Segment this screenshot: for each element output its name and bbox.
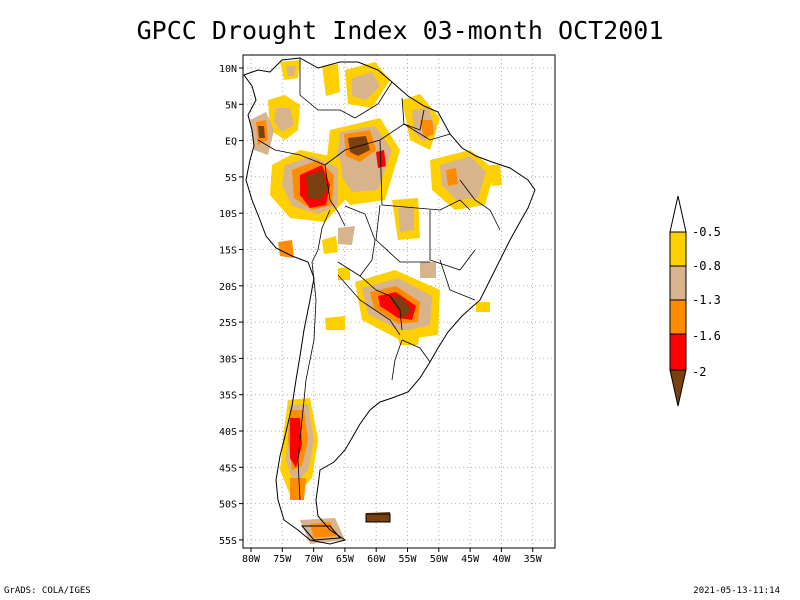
lon-tick-label: 60W — [367, 554, 386, 565]
continent-outline — [243, 57, 536, 545]
colorbar-label-5: -2 — [692, 365, 706, 379]
border-argentina-uruguay — [391, 339, 403, 381]
brazil-states-2 — [429, 210, 476, 271]
timestamp: 2021-05-13-11:14 — [693, 586, 780, 596]
country-borders — [257, 58, 501, 501]
drought-area-ne-coast — [490, 165, 502, 186]
colorbar-top-triangle — [669, 195, 687, 233]
longitude-axis: 80W 75W 70W 65W 60W 55W 50W 45W 40W 35W — [242, 548, 543, 565]
lon-tick-label: 35W — [524, 554, 543, 565]
map-frame — [242, 54, 556, 549]
drought-area-chaco-small — [338, 268, 350, 280]
drought-area-rs-coast — [476, 302, 490, 312]
brazil-states-4 — [439, 259, 476, 301]
lat-tick-label: 55S — [219, 536, 237, 547]
border-peru-bolivia — [311, 209, 331, 263]
brazil-states-1 — [379, 139, 471, 211]
drought-area-paraguay-extreme — [390, 296, 412, 318]
border-bolivia-paraguay — [337, 261, 377, 291]
colorbar-label-3: -1.3 — [692, 293, 721, 307]
drought-area-sao-paulo — [420, 262, 436, 278]
brazil-states-5 — [375, 204, 430, 263]
border-venezuela-guyana — [354, 81, 393, 119]
lat-tick-label: 15S — [219, 246, 237, 257]
lon-tick-label: 45W — [461, 554, 480, 565]
lat-tick-label: 40S — [219, 427, 237, 438]
lat-tick-label: 30S — [219, 354, 237, 365]
drought-area-peru-extreme — [306, 170, 328, 200]
border-colombia-peru — [257, 139, 326, 166]
lon-tick-label: 55W — [398, 554, 417, 565]
border-bolivia-brazil — [344, 205, 376, 277]
drought-area-north-coast-core — [286, 66, 296, 76]
latitude-axis: 10N 5N EQ 5S 10S 15S 20S 25S 30S 35S 40S 45S 50S 55S — [219, 64, 243, 547]
lat-tick-label: 35S — [219, 391, 237, 402]
colorbar-bin-yellow — [669, 231, 687, 267]
colorbar-bottom-triangle — [669, 369, 687, 407]
drought-area-argentina-small — [325, 316, 345, 330]
colorbar-label-2: -0.8 — [692, 259, 721, 273]
border-brazil-north — [324, 123, 451, 166]
border-colombia-venezuela — [299, 58, 356, 119]
lat-tick-label: 5S — [225, 173, 237, 184]
colorbar: -0.5 -0.8 -1.3 -1.6 -2 — [669, 195, 721, 407]
drought-area-amazon-north-hot — [376, 150, 386, 168]
drought-area-patagonia-south — [290, 478, 306, 500]
colorbar-bin-orange — [669, 299, 687, 335]
lat-tick-label: 10S — [219, 209, 237, 220]
falklands-outline — [365, 513, 391, 523]
colorbar-label-1: -0.5 — [692, 225, 721, 239]
drought-area-ne-brazil-core — [440, 156, 486, 200]
colorbar-label-4: -1.6 — [692, 329, 721, 343]
drought-area-venezuela-core — [352, 72, 380, 100]
grads-credit: GrADS: COLA/IGES — [4, 586, 91, 596]
drought-area-ecuador-peak — [258, 126, 265, 138]
border-brazil-uruguay — [401, 339, 431, 363]
south-america-coastline — [243, 57, 536, 545]
drought-area-altiplano-outer — [322, 236, 338, 254]
drought-area-guyana-peak — [420, 120, 434, 138]
lon-tick-label: 80W — [242, 554, 261, 565]
colorbar-bin-tan — [669, 265, 687, 301]
drought-area-central-brazil-core — [398, 206, 414, 232]
border-brazil-paraguay — [375, 289, 403, 331]
border-guyana-suriname — [401, 97, 425, 131]
lon-tick-label: 50W — [430, 554, 449, 565]
lon-tick-label: 40W — [492, 554, 511, 565]
border-chile-argentina — [297, 261, 317, 501]
lon-tick-label: 65W — [336, 554, 355, 565]
map-title: GPCC Drought Index 03-month OCT2001 — [136, 16, 664, 45]
colorbar-bin-red — [669, 333, 687, 371]
lon-tick-label: 70W — [305, 554, 324, 565]
drought-area-patagonia-peak — [290, 418, 302, 468]
lon-tick-label: 75W — [273, 554, 292, 565]
lat-tick-label: 45S — [219, 463, 237, 474]
lat-tick-label: EQ — [225, 137, 237, 148]
drought-area-ne-brazil-mid — [446, 168, 458, 186]
lat-tick-label: 5N — [225, 100, 237, 111]
drought-shading — [250, 60, 502, 544]
lat-tick-label: 20S — [219, 282, 237, 293]
brazil-states-3 — [459, 179, 501, 231]
lat-tick-label: 25S — [219, 318, 237, 329]
drought-area-colombia-core — [274, 108, 294, 132]
tierra-del-fuego-outline — [300, 525, 342, 541]
drought-area-altiplano — [278, 240, 294, 258]
drought-area-bolivia — [338, 226, 355, 245]
drought-area-venezuela-w — [322, 64, 340, 96]
border-argentina-paraguay — [337, 274, 401, 336]
border-peru-brazil — [324, 164, 346, 227]
lat-tick-label: 50S — [219, 500, 237, 511]
lat-tick-label: 10N — [219, 64, 237, 75]
